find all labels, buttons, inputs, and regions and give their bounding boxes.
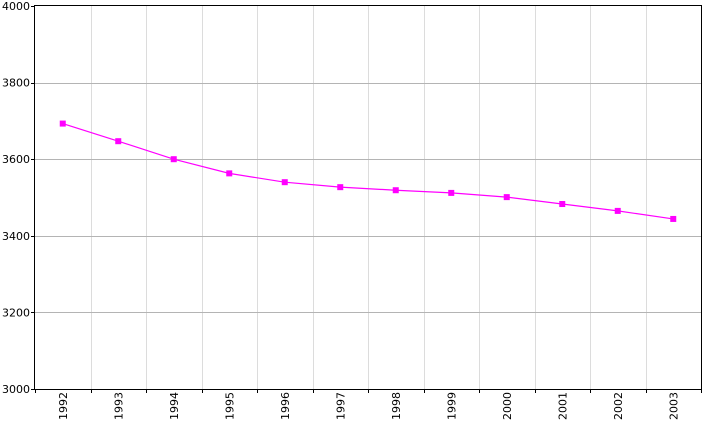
y-tick-label: 3400	[2, 230, 30, 243]
data-point	[503, 194, 510, 201]
y-tick-label: 3800	[2, 77, 30, 90]
data-point	[170, 156, 177, 163]
x-tick-label: 2001	[556, 392, 569, 420]
data-point	[392, 187, 399, 194]
data-point	[614, 207, 621, 214]
series-line	[62, 123, 674, 220]
y-tick-label: 3200	[2, 306, 30, 319]
x-tick-label: 2002	[612, 392, 625, 420]
grid-lines	[35, 6, 701, 389]
x-tick-label: 1994	[168, 392, 181, 420]
data-point	[559, 201, 566, 208]
data-point	[337, 184, 344, 191]
data-point	[226, 170, 233, 177]
x-tick-label: 1998	[390, 392, 403, 420]
x-tick-label: 1996	[279, 392, 292, 420]
x-tick-label: 1993	[112, 392, 125, 420]
y-tick-label: 3600	[2, 153, 30, 166]
x-tick-label: 1999	[445, 392, 458, 420]
data-point	[448, 189, 455, 196]
data-point	[281, 179, 288, 186]
x-tick-label: 1995	[223, 392, 236, 420]
y-tick-label: 3000	[2, 383, 30, 396]
x-tick-label: 2003	[667, 392, 680, 420]
x-tick-label: 1992	[57, 392, 70, 420]
y-tick-label: 4000	[2, 0, 30, 13]
x-axis-ticks: 1992 1993 1994 1995 1996 1997 1998 1999 2000 2001…	[35, 389, 702, 420]
data-point	[115, 138, 122, 145]
series-layer	[59, 120, 677, 222]
data-point	[670, 215, 677, 222]
x-tick-label: 1997	[334, 392, 347, 420]
x-tick-label: 2000	[501, 392, 514, 420]
data-point	[59, 120, 66, 127]
y-axis-ticks: 3000 3200 3400 3600 3800 4000	[2, 0, 35, 396]
